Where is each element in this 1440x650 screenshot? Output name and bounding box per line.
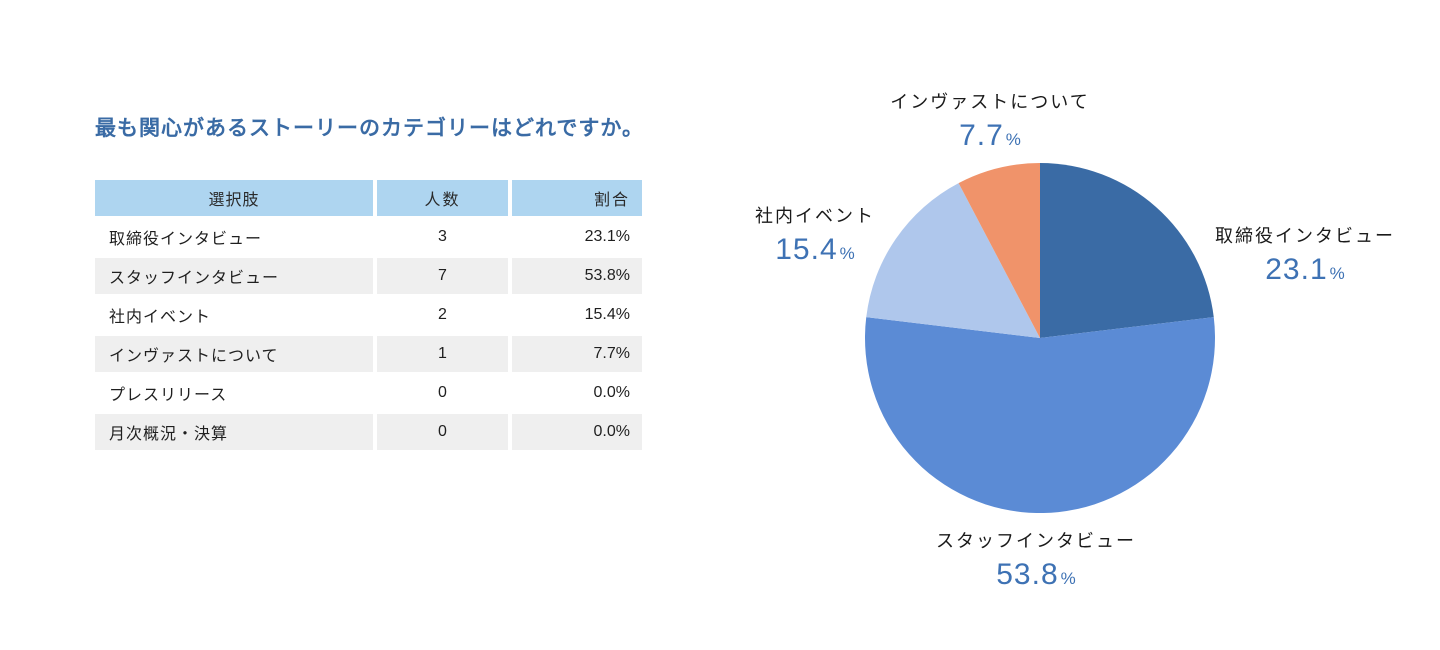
pie-label-company-event: 社内イベント 15.4%	[715, 202, 915, 265]
choice-label: 社内イベント	[95, 297, 373, 333]
choice-count: 7	[377, 258, 508, 294]
column-header-percent: 割合	[512, 180, 642, 216]
pie-label-value: 53.8%	[996, 558, 1076, 591]
pie-slice-2	[866, 183, 1040, 338]
percent-symbol: %	[1005, 130, 1021, 149]
pie-label-category: 取締役インタビュー	[1215, 226, 1395, 246]
pie-label-director-interview: 取締役インタビュー 23.1%	[1185, 222, 1425, 285]
pie-chart-svg	[865, 163, 1215, 513]
choice-percent: 7.7%	[512, 336, 642, 372]
pie-label-category: インヴァストについて	[890, 92, 1090, 112]
choice-label: 月次概況・決算	[95, 414, 373, 450]
pie-label-category: 社内イベント	[755, 206, 875, 226]
percent-symbol: %	[1060, 569, 1076, 588]
choice-label: 取締役インタビュー	[95, 219, 373, 255]
choice-label: インヴァストについて	[95, 336, 373, 372]
column-header-count: 人数	[377, 180, 508, 216]
choice-label: スタッフインタビュー	[95, 258, 373, 294]
column-header-choice: 選択肢	[95, 180, 373, 216]
pie-label-staff-interview: スタッフインタビュー 53.8%	[916, 527, 1156, 590]
choice-count: 1	[377, 336, 508, 372]
choice-count: 2	[377, 297, 508, 333]
pie-label-value: 23.1%	[1265, 253, 1345, 286]
choice-percent: 15.4%	[512, 297, 642, 333]
question-title: 最も関心があるストーリーのカテゴリーはどれですか。	[95, 117, 644, 140]
pie-slice-3	[958, 163, 1040, 338]
pie-label-value: 7.7%	[959, 119, 1021, 152]
pie-chart-area: インヴァストについて 7.7% 取締役インタビュー 23.1% 社内イベント 1…	[700, 0, 1440, 650]
results-table: 選択肢 人数 割合 取締役インタビュー 3 23.1% スタッフインタビュー 7…	[95, 180, 642, 450]
choice-percent: 0.0%	[512, 375, 642, 411]
choice-percent: 53.8%	[512, 258, 642, 294]
choice-count: 0	[377, 375, 508, 411]
pie-slice-1	[865, 317, 1215, 513]
choice-label: プレスリリース	[95, 375, 373, 411]
pie-slice-0	[1040, 163, 1214, 338]
choice-count: 3	[377, 219, 508, 255]
choice-count: 0	[377, 414, 508, 450]
percent-symbol: %	[1329, 264, 1345, 283]
pie-label-invast: インヴァストについて 7.7%	[860, 88, 1120, 151]
pie-label-category: スタッフインタビュー	[936, 531, 1136, 551]
pie-label-value: 15.4%	[775, 233, 855, 266]
percent-symbol: %	[839, 244, 855, 263]
choice-percent: 0.0%	[512, 414, 642, 450]
choice-percent: 23.1%	[512, 219, 642, 255]
